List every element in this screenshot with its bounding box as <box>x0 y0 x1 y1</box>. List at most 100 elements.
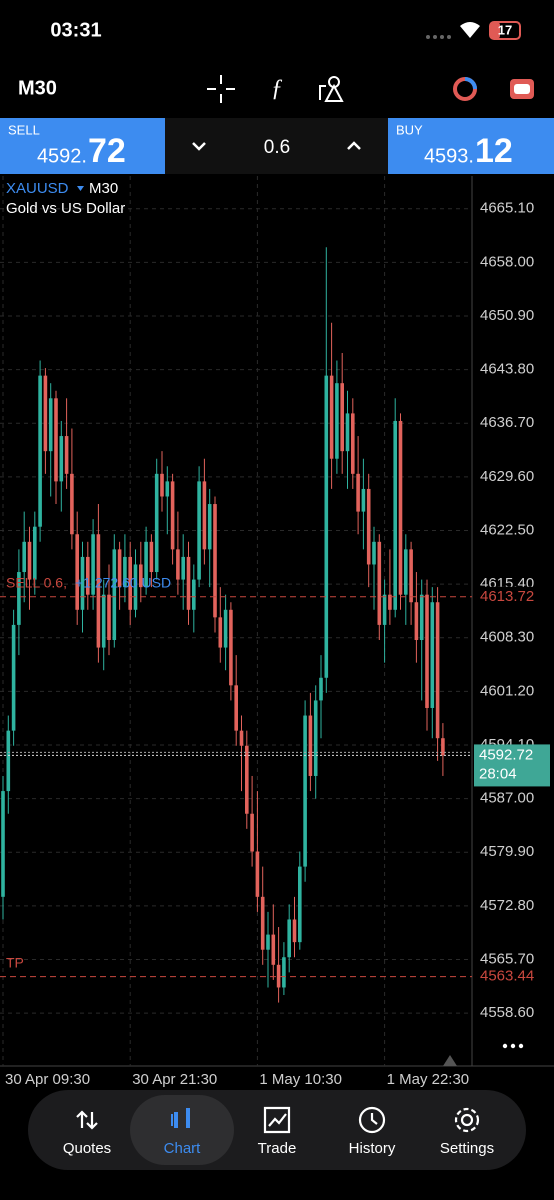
crosshair-icon[interactable] <box>207 75 235 103</box>
candle-body <box>192 579 196 610</box>
candle-body <box>213 504 217 618</box>
tab-label[interactable]: Chart <box>164 1140 202 1157</box>
sell-price-big: 72 <box>88 132 126 170</box>
indicator-icon[interactable]: ƒ <box>271 76 283 102</box>
x-tick-label: 1 May 22:30 <box>387 1071 470 1088</box>
price-line-value: 4563.44 <box>480 968 534 985</box>
candle-body <box>388 594 392 610</box>
tab-label[interactable]: Trade <box>258 1140 297 1157</box>
candle-body <box>319 677 323 701</box>
bid-box <box>474 744 550 787</box>
chart: 4665.10 4658.00 4650.90 4643.80 4636.70 4629.… <box>0 176 554 1088</box>
buy-button[interactable] <box>388 118 554 174</box>
volume[interactable]: 0.6 <box>264 137 290 158</box>
candle-body <box>255 851 260 897</box>
buy-price-main: 4593. <box>424 145 474 167</box>
candle-body <box>441 738 445 756</box>
candle-body <box>377 541 382 625</box>
candle-body <box>287 919 291 958</box>
timeframe-button[interactable]: M30 <box>18 77 57 99</box>
candle-body <box>340 383 344 452</box>
candle-body <box>292 919 297 943</box>
candle-body <box>218 617 223 648</box>
price-line-value: 4613.72 <box>480 588 534 605</box>
clock: 03:31 <box>50 19 101 41</box>
tab-label[interactable]: History <box>349 1140 396 1157</box>
candle-body <box>345 413 350 452</box>
price-line-label: TP <box>6 954 24 970</box>
candle-body <box>22 541 26 573</box>
candle-body <box>170 481 175 550</box>
candle-body <box>245 745 249 814</box>
candle-body <box>398 420 403 595</box>
candle-body <box>144 541 148 588</box>
buy-label: BUY <box>396 122 423 137</box>
x-tick-label: 1 May 10:30 <box>259 1071 342 1088</box>
objects-icon[interactable] <box>319 76 344 102</box>
candle-body <box>186 556 191 610</box>
price-line-box <box>474 586 554 607</box>
candle-body <box>181 556 185 580</box>
candle-body <box>223 609 228 648</box>
y-tick-label: 4572.80 <box>480 897 534 914</box>
candle-body <box>361 488 366 512</box>
candle-body <box>207 504 212 550</box>
candle-body <box>107 594 111 641</box>
candle-body <box>266 934 270 950</box>
candle-body <box>91 534 95 595</box>
candle-body <box>366 488 371 565</box>
candle-body <box>80 556 85 610</box>
candle-body <box>414 602 419 641</box>
candle-body <box>393 420 397 610</box>
y-tick-label: 4601.20 <box>480 682 534 699</box>
volume-down[interactable] <box>192 142 206 151</box>
y-tick-label: 4565.70 <box>480 950 534 967</box>
candle-body <box>409 549 413 603</box>
sell-button[interactable] <box>0 118 165 174</box>
candle-body <box>43 375 48 452</box>
candle-body <box>70 473 74 535</box>
candle-body <box>308 715 313 776</box>
candle-body <box>239 730 244 746</box>
candle-body <box>48 398 53 452</box>
candle-body <box>313 700 318 776</box>
candle-body <box>425 594 429 708</box>
x-tick-label: 30 Apr 09:30 <box>5 1071 90 1088</box>
sell-price-main: 4592. <box>37 145 87 167</box>
candle-body <box>419 594 424 641</box>
y-tick-label: 4608.30 <box>480 629 534 646</box>
candle-body <box>133 564 138 610</box>
candle-body <box>435 602 440 739</box>
candle-body <box>382 594 387 625</box>
candle-body <box>372 541 376 565</box>
candle-body <box>176 549 180 580</box>
volume-up[interactable] <box>347 141 361 150</box>
candle-body <box>202 481 207 550</box>
candle-body <box>351 413 355 474</box>
y-tick-label: 4579.90 <box>480 843 534 860</box>
candle-body <box>27 541 32 580</box>
candle-body <box>260 896 265 950</box>
chart-timeframe: M30 <box>89 180 118 197</box>
candle-body <box>117 549 122 588</box>
y-tick-label: 4558.60 <box>480 1004 534 1021</box>
tab-label[interactable]: Quotes <box>63 1140 111 1157</box>
candle-body <box>86 556 90 595</box>
tab-label[interactable]: Settings <box>440 1140 494 1157</box>
candle-body <box>33 526 37 580</box>
sell-label: SELL <box>8 122 40 137</box>
candle-body <box>123 556 127 588</box>
candle-body <box>154 473 159 573</box>
candle-body <box>6 730 11 792</box>
y-tick-label: 4658.00 <box>480 253 534 270</box>
candle-body <box>96 534 101 648</box>
candle-body <box>101 594 106 648</box>
candle-body <box>11 624 16 731</box>
x-tick-label: 30 Apr 21:30 <box>132 1071 217 1088</box>
candle-body <box>404 549 408 595</box>
price-line-box <box>474 966 554 987</box>
y-tick-label: 4629.60 <box>480 468 534 485</box>
y-tick-label: 4650.90 <box>480 307 534 324</box>
candle-body <box>160 473 164 497</box>
